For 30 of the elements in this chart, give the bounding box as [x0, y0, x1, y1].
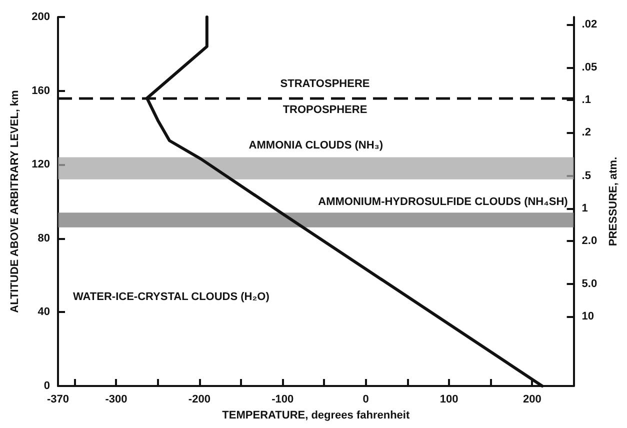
y-tick-label: 40	[38, 306, 50, 318]
y2-tick-label: 10	[582, 310, 594, 322]
annotation: STRATOSPHERE	[280, 78, 370, 90]
y2-tick-label: .02	[582, 18, 598, 31]
y2-tick-label: 2.0	[582, 234, 598, 247]
annotation: TROPOSPHERE	[282, 104, 368, 116]
y2-tick-label: .1	[582, 94, 591, 106]
y2-tick-label: 5.0	[582, 278, 598, 290]
y-tick-label: 0	[44, 380, 50, 392]
y-axis-title: ALTITUDE ABOVE ARBITRARY LEVEL, km	[9, 90, 22, 313]
y2-axis-title: PRESSURE, atm.	[608, 156, 620, 246]
x-tick-label: -300	[105, 394, 128, 406]
x-tick-label: -200	[188, 394, 210, 406]
y2-tick-label: 1	[582, 202, 588, 214]
y2-tick-label: .05	[582, 62, 598, 74]
y-tick-label: 120	[32, 158, 50, 171]
y-tick-label: 80	[38, 232, 50, 244]
x-axis-title: TEMPERATURE, degrees fahrenheit	[222, 409, 410, 422]
band-label: AMMONIA CLOUDS (NH₃)	[248, 140, 384, 152]
annotation: WATER-ICE-CRYSTAL CLOUDS (H₂O)	[73, 291, 270, 303]
y2-tick-label: .5	[582, 170, 591, 182]
y-tick-label: 160	[32, 84, 50, 97]
x-tick-label: 0	[362, 394, 369, 406]
x-tick-label: -370	[46, 394, 70, 406]
y2-tick-label: .2	[582, 126, 591, 139]
x-tick-label: -100	[272, 394, 294, 406]
y-tick-label: 200	[32, 11, 50, 23]
band-label: AMMONIUM-HYDROSULFIDE CLOUDS (NH₄SH)	[318, 196, 568, 208]
x-tick-label: 100	[440, 394, 458, 406]
x-tick-label: 200	[523, 394, 542, 406]
